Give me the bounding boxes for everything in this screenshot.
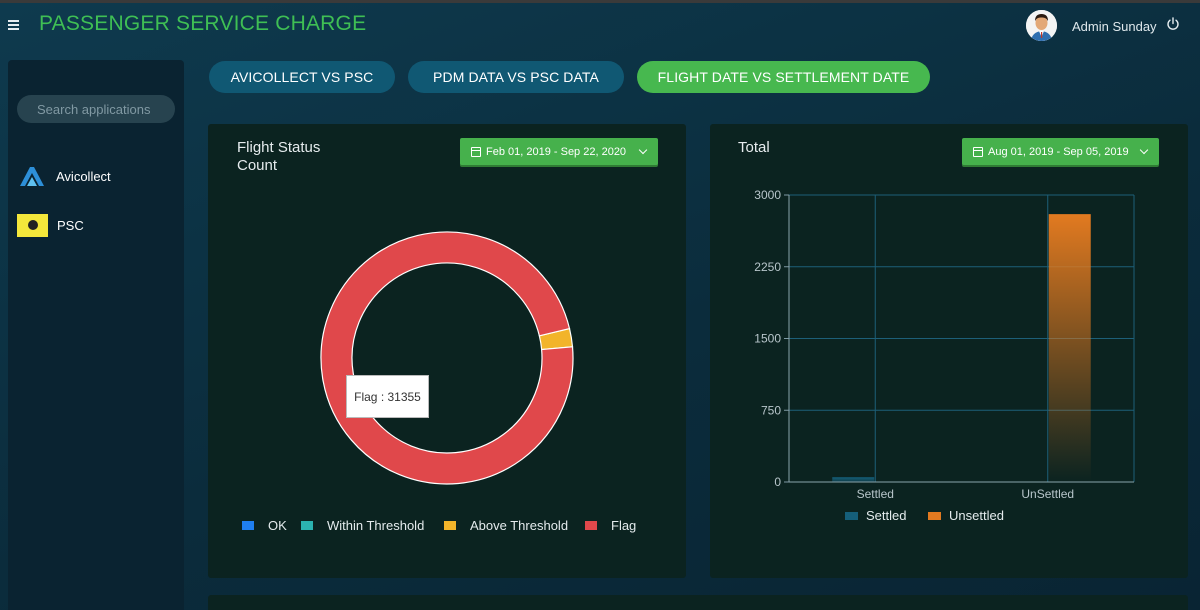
legend-label: Within Threshold	[327, 518, 425, 533]
legend-label: OK	[268, 518, 287, 533]
x-tick-label: UnSettled	[1021, 487, 1074, 501]
total-title: Total	[738, 139, 770, 156]
search-input[interactable]	[17, 95, 175, 123]
legend-swatch	[444, 521, 456, 530]
avicollect-logo-icon	[20, 167, 44, 186]
flight-status-card: Flight Status Count Feb 01, 2019 - Sep 2…	[208, 124, 686, 578]
y-tick-label: 2250	[754, 260, 781, 274]
top-edge	[0, 0, 1200, 3]
card-title-line2: Count	[237, 157, 278, 174]
card-title-line1: Flight Status	[237, 139, 321, 156]
y-tick-label: 1500	[754, 332, 781, 346]
legend-item-above-threshold[interactable]: Above Threshold	[444, 518, 568, 533]
legend-item-ok[interactable]: OK	[242, 518, 287, 533]
sidebar-item-psc[interactable]: PSC	[17, 212, 177, 238]
x-tick-label: Settled	[857, 487, 894, 501]
tab-flight-vs-settlement[interactable]: FLIGHT DATE VS SETTLEMENT DATE	[637, 61, 930, 93]
legend-swatch	[301, 521, 313, 530]
legend-item-within-threshold[interactable]: Within Threshold	[301, 518, 424, 533]
y-tick-label: 3000	[754, 188, 781, 202]
legend-swatch	[585, 521, 597, 530]
bar-settled[interactable]	[832, 477, 875, 482]
total-card: Total Aug 01, 2019 - Sep 05, 2019	[710, 124, 1188, 578]
flight-status-title: Flight Status Count	[237, 139, 320, 175]
y-tick-label: 750	[761, 403, 781, 417]
legend-label: Flag	[611, 518, 637, 533]
date-range-label: Aug 01, 2019 - Sep 05, 2019	[988, 145, 1129, 158]
bar-chart: 0 750 1500 2250 3000 Settled UnSettled Settled U…	[754, 188, 1135, 523]
donut-chart	[320, 231, 574, 485]
app-title: PASSENGER SERVICE CHARGE	[39, 12, 367, 35]
psc-logo-icon	[17, 213, 48, 237]
calendar-icon	[471, 146, 481, 157]
date-range-picker[interactable]: Aug 01, 2019 - Sep 05, 2019	[962, 138, 1159, 165]
user-avatar[interactable]	[1026, 10, 1057, 41]
date-range-picker[interactable]: Feb 01, 2019 - Sep 22, 2020	[460, 138, 658, 165]
tab-avicollect-vs-psc[interactable]: AVICOLLECT VS PSC	[209, 61, 395, 93]
legend-swatch	[928, 512, 941, 520]
tab-pdm-vs-psc[interactable]: PDM DATA VS PSC DATA	[408, 61, 624, 93]
hamburger-menu-icon[interactable]	[8, 20, 19, 30]
lower-card	[208, 595, 1188, 610]
legend-label-settled[interactable]: Settled	[866, 508, 906, 523]
avatar-person-icon	[1026, 10, 1057, 41]
sidebar: Avicollect PSC	[8, 60, 184, 610]
sidebar-item-label: Avicollect	[56, 168, 111, 184]
power-icon[interactable]	[1166, 17, 1180, 31]
app-header: PASSENGER SERVICE CHARGE Admin Sunday	[0, 3, 1200, 51]
donut-slice-flag[interactable]	[320, 231, 574, 485]
bar-unsettled[interactable]	[1048, 214, 1091, 482]
sidebar-item-label: PSC	[57, 217, 84, 233]
legend-label: Above Threshold	[470, 518, 569, 533]
legend-swatch	[845, 512, 858, 520]
y-tick-label: 0	[774, 475, 781, 489]
sidebar-item-avicollect[interactable]: Avicollect	[17, 163, 177, 189]
date-range-label: Feb 01, 2019 - Sep 22, 2020	[486, 145, 627, 158]
legend-item-flag[interactable]: Flag	[585, 518, 636, 533]
legend-label-unsettled[interactable]: Unsettled	[949, 508, 1004, 523]
calendar-icon	[973, 146, 983, 157]
legend-swatch	[242, 521, 254, 530]
chevron-down-icon	[638, 145, 648, 155]
chart-tooltip: Flag : 31355	[346, 375, 429, 418]
user-name[interactable]: Admin Sunday	[1072, 19, 1157, 34]
